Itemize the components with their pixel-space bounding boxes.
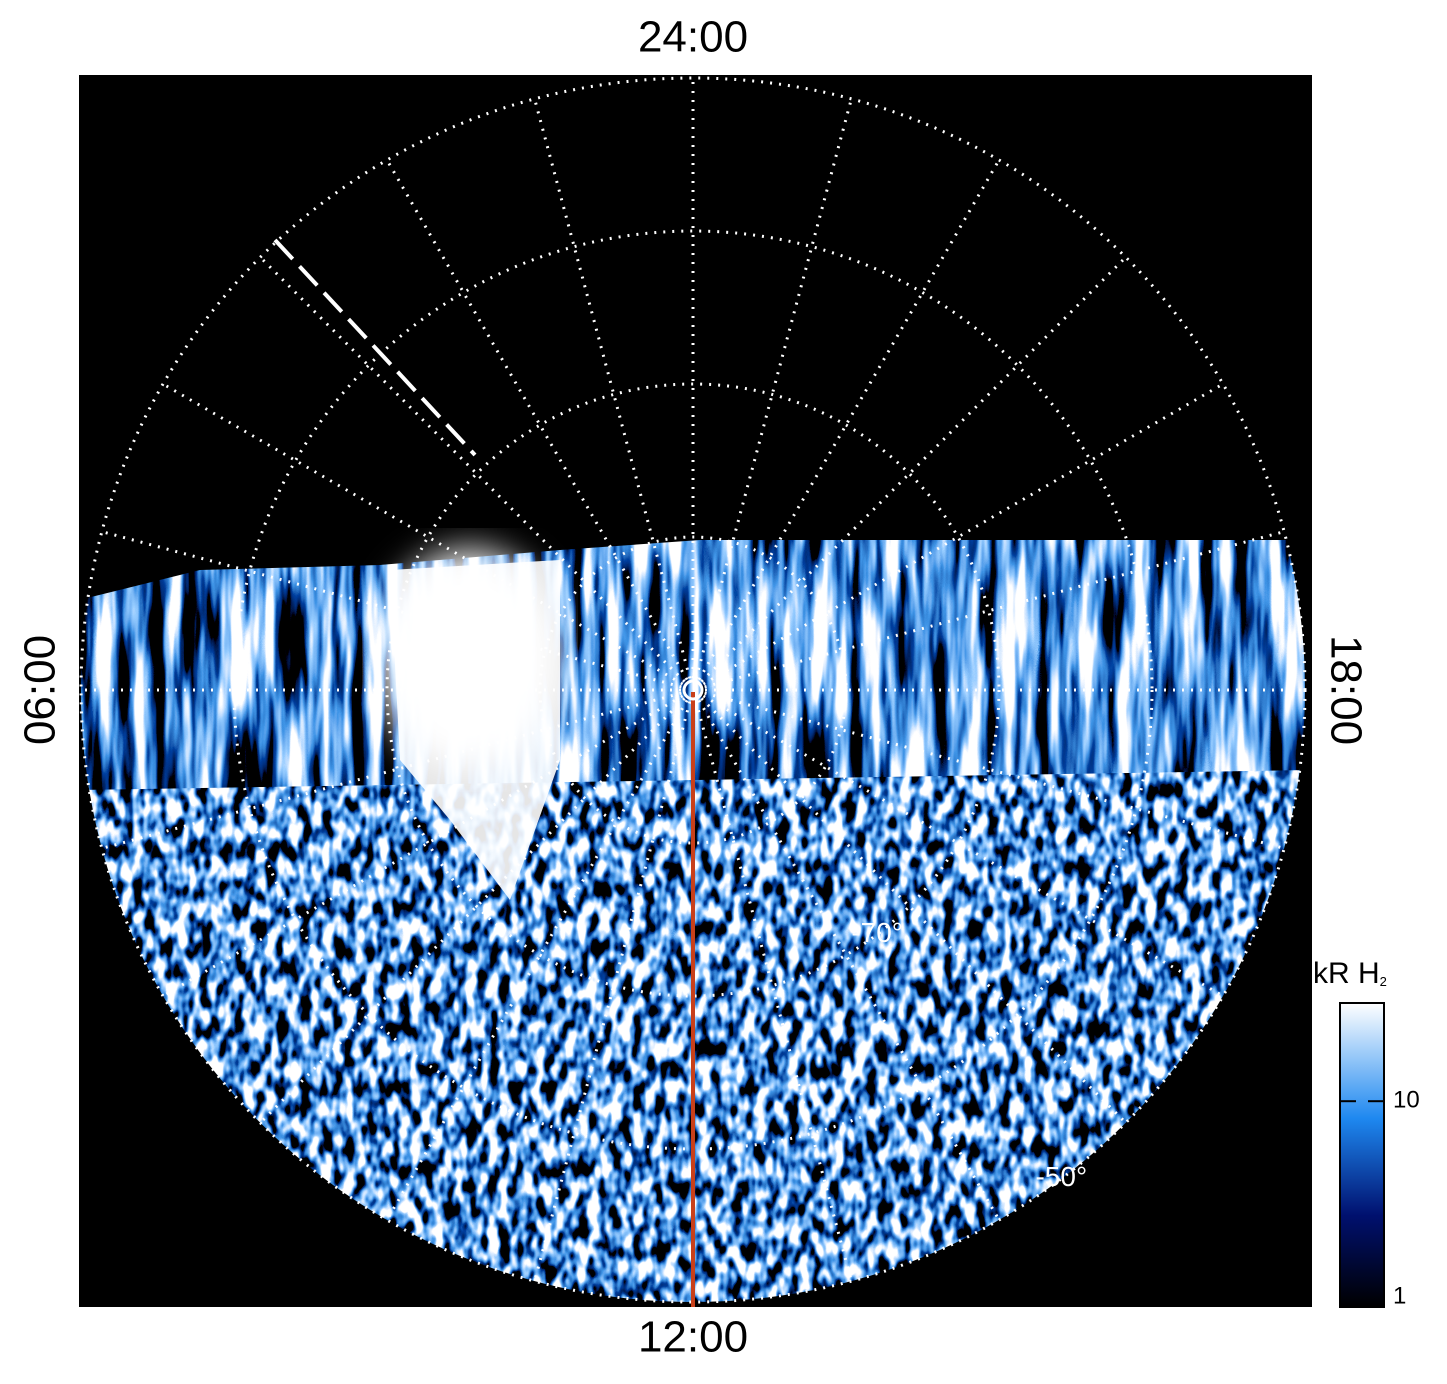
meridian <box>533 98 692 679</box>
dashed-track <box>273 238 477 457</box>
colorbar-tick-label: 10 <box>1393 1087 1420 1114</box>
meridian <box>702 694 1224 998</box>
colorbar-title: kR H2 <box>1313 957 1387 990</box>
colorbar-label-subscript: 2 <box>1380 974 1387 989</box>
meridian <box>694 98 853 679</box>
colorbar-scale <box>1339 1002 1385 1308</box>
meridian <box>101 691 682 850</box>
latitude-ring <box>79 76 1307 1304</box>
local-time-label: 12:00 <box>638 1313 748 1362</box>
meridian <box>162 382 684 686</box>
colorbar: kR H2 1 10 <box>1313 957 1420 1309</box>
local-time-label: 06:00 <box>16 635 65 745</box>
meridian <box>533 701 692 1282</box>
meridian <box>697 699 1001 1221</box>
meridian <box>259 697 686 1124</box>
local-time-label: 24:00 <box>638 13 748 62</box>
latitude-label: -50° <box>1035 1161 1087 1192</box>
meridian <box>702 382 1224 686</box>
latitude-label: -70° <box>851 917 903 948</box>
colorbar-label: kR H <box>1313 957 1380 990</box>
meridian <box>162 694 684 998</box>
meridian <box>704 530 1285 689</box>
meridian <box>385 159 689 681</box>
local-time-label: 18:00 <box>1321 635 1370 745</box>
meridian <box>694 701 853 1282</box>
meridian <box>697 159 1001 681</box>
latitude-ring <box>385 382 1001 998</box>
meridian <box>700 256 1127 683</box>
meridian <box>704 691 1285 850</box>
latitude-ring <box>538 535 848 845</box>
meridian <box>385 699 689 1221</box>
polar-grid <box>79 76 1307 1304</box>
meridian <box>259 256 686 683</box>
meridian <box>101 530 682 689</box>
labels: 24:00 06:00 12:00 18:00 -70° -50° <box>16 13 1371 1362</box>
meridian <box>700 697 1127 1124</box>
pole-marker <box>682 679 704 701</box>
colorbar-tick-label: 1 <box>1393 1282 1406 1309</box>
